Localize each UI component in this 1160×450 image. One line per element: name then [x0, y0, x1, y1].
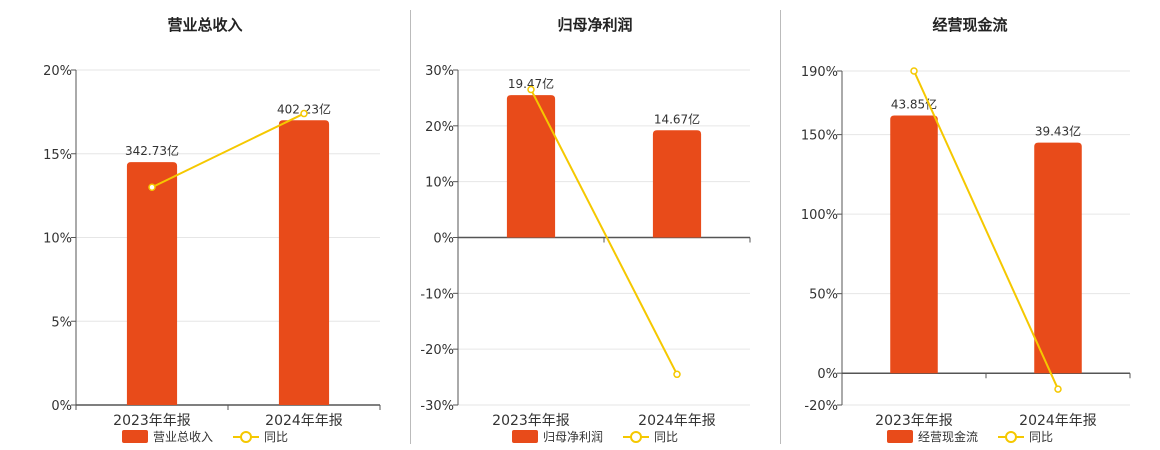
bar	[278, 120, 330, 405]
y-tick-label: 190%	[801, 65, 838, 80]
legend-bar-label: 营业总收入	[152, 430, 213, 444]
y-tick-label: 10%	[43, 232, 72, 247]
series-line-yoy	[151, 112, 305, 189]
y-tick-label: 100%	[801, 208, 838, 223]
line-point	[910, 67, 918, 75]
y-tick-label: -30%	[420, 399, 454, 414]
legend-line-label: 同比	[264, 430, 289, 444]
bar-data-label: 14.67亿	[654, 111, 700, 126]
chart-panel-revenue: 营业总收入 0% 5% 10% 15% 20% 2023年年报 2024年年报 342.73亿…	[0, 0, 410, 450]
chart-title: 归母净利润	[557, 16, 633, 34]
y-tick-label: -10%	[420, 287, 454, 302]
y-tick-label: 30%	[425, 64, 454, 79]
legend-line-marker	[998, 430, 1024, 443]
line-point	[673, 370, 681, 379]
bar-data-label: 402.23亿	[277, 101, 331, 116]
chart-panel-cash-flow: 经营现金流 -20% 0% 50% 100% 150% 190% 2023年年报 2024年年…	[780, 0, 1160, 450]
legend-bar-swatch	[511, 430, 538, 443]
y-tick-label: 20%	[425, 120, 454, 135]
y-tick-label: 150%	[801, 129, 838, 144]
legend-line-label: 同比	[654, 430, 679, 444]
x-tick-label: 2024年年报	[1019, 413, 1097, 429]
chart-net-profit: -30% -20% -10% 0% 10% 20% 30% 2023年年报 2024年年报 19.…	[420, 64, 751, 429]
y-tick-label: -20%	[420, 343, 454, 358]
y-tick-label: 0%	[51, 399, 72, 414]
x-tick-label: 2024年年报	[638, 413, 716, 429]
legend: 营业总收入 同比	[0, 428, 410, 445]
x-tick-label: 2024年年报	[265, 413, 343, 429]
y-tick-label: 15%	[43, 148, 72, 163]
y-tick-label: 0%	[817, 367, 838, 382]
legend: 归母净利润 同比	[410, 428, 780, 445]
line-point	[527, 85, 535, 94]
y-tick-label: 5%	[51, 315, 72, 330]
bar-data-label: 39.43亿	[1035, 124, 1081, 139]
legend-bar-swatch	[886, 430, 913, 443]
chart-panel-net-profit: 归母净利润 -30% -20% -10% 0% 10% 20% 30% 2023年年报 2024…	[410, 0, 780, 450]
bar	[506, 95, 556, 238]
bar	[1034, 142, 1082, 374]
panel-divider	[410, 10, 411, 444]
bar	[126, 162, 178, 405]
chart-cash-flow: -20% 0% 50% 100% 150% 190% 2023年年报 2024年年报 43.85…	[801, 65, 1131, 429]
x-tick-label: 2023年年报	[875, 413, 953, 429]
y-tick-label: 0%	[433, 232, 454, 247]
legend-bar-label: 归母净利润	[542, 430, 603, 444]
x-tick-label: 2023年年报	[492, 413, 570, 429]
panel-divider	[780, 10, 781, 444]
legend-bar-label: 经营现金流	[917, 430, 978, 444]
y-tick-label: 10%	[425, 176, 454, 191]
bar	[652, 130, 702, 238]
y-tick-label: 20%	[43, 64, 72, 79]
x-tick-label: 2023年年报	[113, 413, 191, 429]
y-tick-label: 50%	[809, 288, 838, 303]
legend: 经营现金流 同比	[780, 428, 1160, 445]
legend-line-marker	[233, 430, 259, 443]
legend-line-label: 同比	[1029, 430, 1054, 444]
line-point	[1054, 385, 1062, 393]
legend-bar-swatch	[121, 430, 148, 443]
chart-revenue: 0% 5% 10% 15% 20% 2023年年报 2024年年报 342.73亿 402.23…	[43, 64, 381, 429]
bar	[890, 115, 938, 374]
bar-data-label: 43.85亿	[891, 97, 937, 112]
chart-title: 经营现金流	[932, 16, 1008, 34]
y-tick-label: -20%	[804, 399, 838, 414]
line-point	[148, 183, 156, 191]
line-point	[300, 109, 308, 118]
bar-data-label: 19.47亿	[508, 76, 554, 91]
legend-line-marker	[623, 430, 649, 443]
series-line-yoy	[530, 89, 678, 375]
chart-title: 营业总收入	[167, 16, 243, 34]
series-line-yoy	[913, 70, 1059, 390]
bar-data-label: 342.73亿	[125, 143, 179, 158]
